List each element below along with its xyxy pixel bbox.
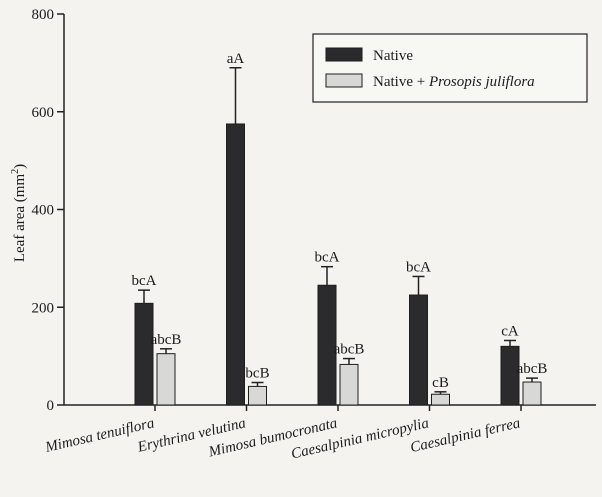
bar [226, 123, 245, 406]
y-axis-title: Leaf area (mm2) [10, 164, 28, 262]
significance-label: abcB [334, 342, 365, 358]
bar [134, 302, 154, 406]
significance-label: abcB [151, 332, 182, 348]
y-tick-label: 0 [47, 398, 55, 414]
significance-label: abcB [517, 361, 548, 377]
significance-label: bcA [406, 259, 431, 275]
bar [248, 385, 267, 406]
significance-label: bcB [245, 366, 269, 382]
y-tick-label: 200 [32, 300, 55, 316]
legend-swatch [325, 73, 363, 88]
significance-label: cA [501, 323, 519, 339]
legend-label-italic: Prosopis juliflora [428, 74, 535, 90]
bar [522, 381, 542, 406]
legend-label: Native + Prosopis juliflora [373, 74, 535, 90]
legend-label-text: Native [373, 48, 413, 64]
y-tick-label: 600 [32, 105, 55, 121]
bar [409, 294, 428, 406]
legend-label-text: Native + [373, 74, 429, 90]
significance-label: aA [227, 51, 245, 67]
y-axis-title-text: Leaf area (mm [12, 174, 28, 263]
legend-swatch [325, 47, 363, 62]
y-tick-label: 400 [32, 203, 55, 219]
significance-label: bcA [315, 250, 340, 266]
y-axis-title-superscript: 2 [10, 169, 21, 174]
legend-label: Native [373, 48, 413, 64]
legend-box [312, 33, 588, 103]
y-tick-label: 800 [32, 7, 55, 23]
significance-label: cB [432, 375, 449, 391]
significance-label: bcA [132, 273, 157, 289]
y-axis-title-close: ) [12, 164, 28, 169]
bar [156, 353, 176, 406]
bars: bcA abcB aA bcB bcA abcB bcA cB cA abcB [132, 51, 548, 406]
bar [431, 393, 450, 406]
legend: Native Native + Prosopis juliflora [312, 33, 588, 103]
bar [339, 363, 359, 406]
